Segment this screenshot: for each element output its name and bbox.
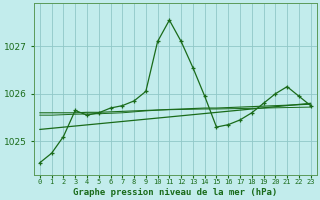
X-axis label: Graphe pression niveau de la mer (hPa): Graphe pression niveau de la mer (hPa) xyxy=(73,188,277,197)
